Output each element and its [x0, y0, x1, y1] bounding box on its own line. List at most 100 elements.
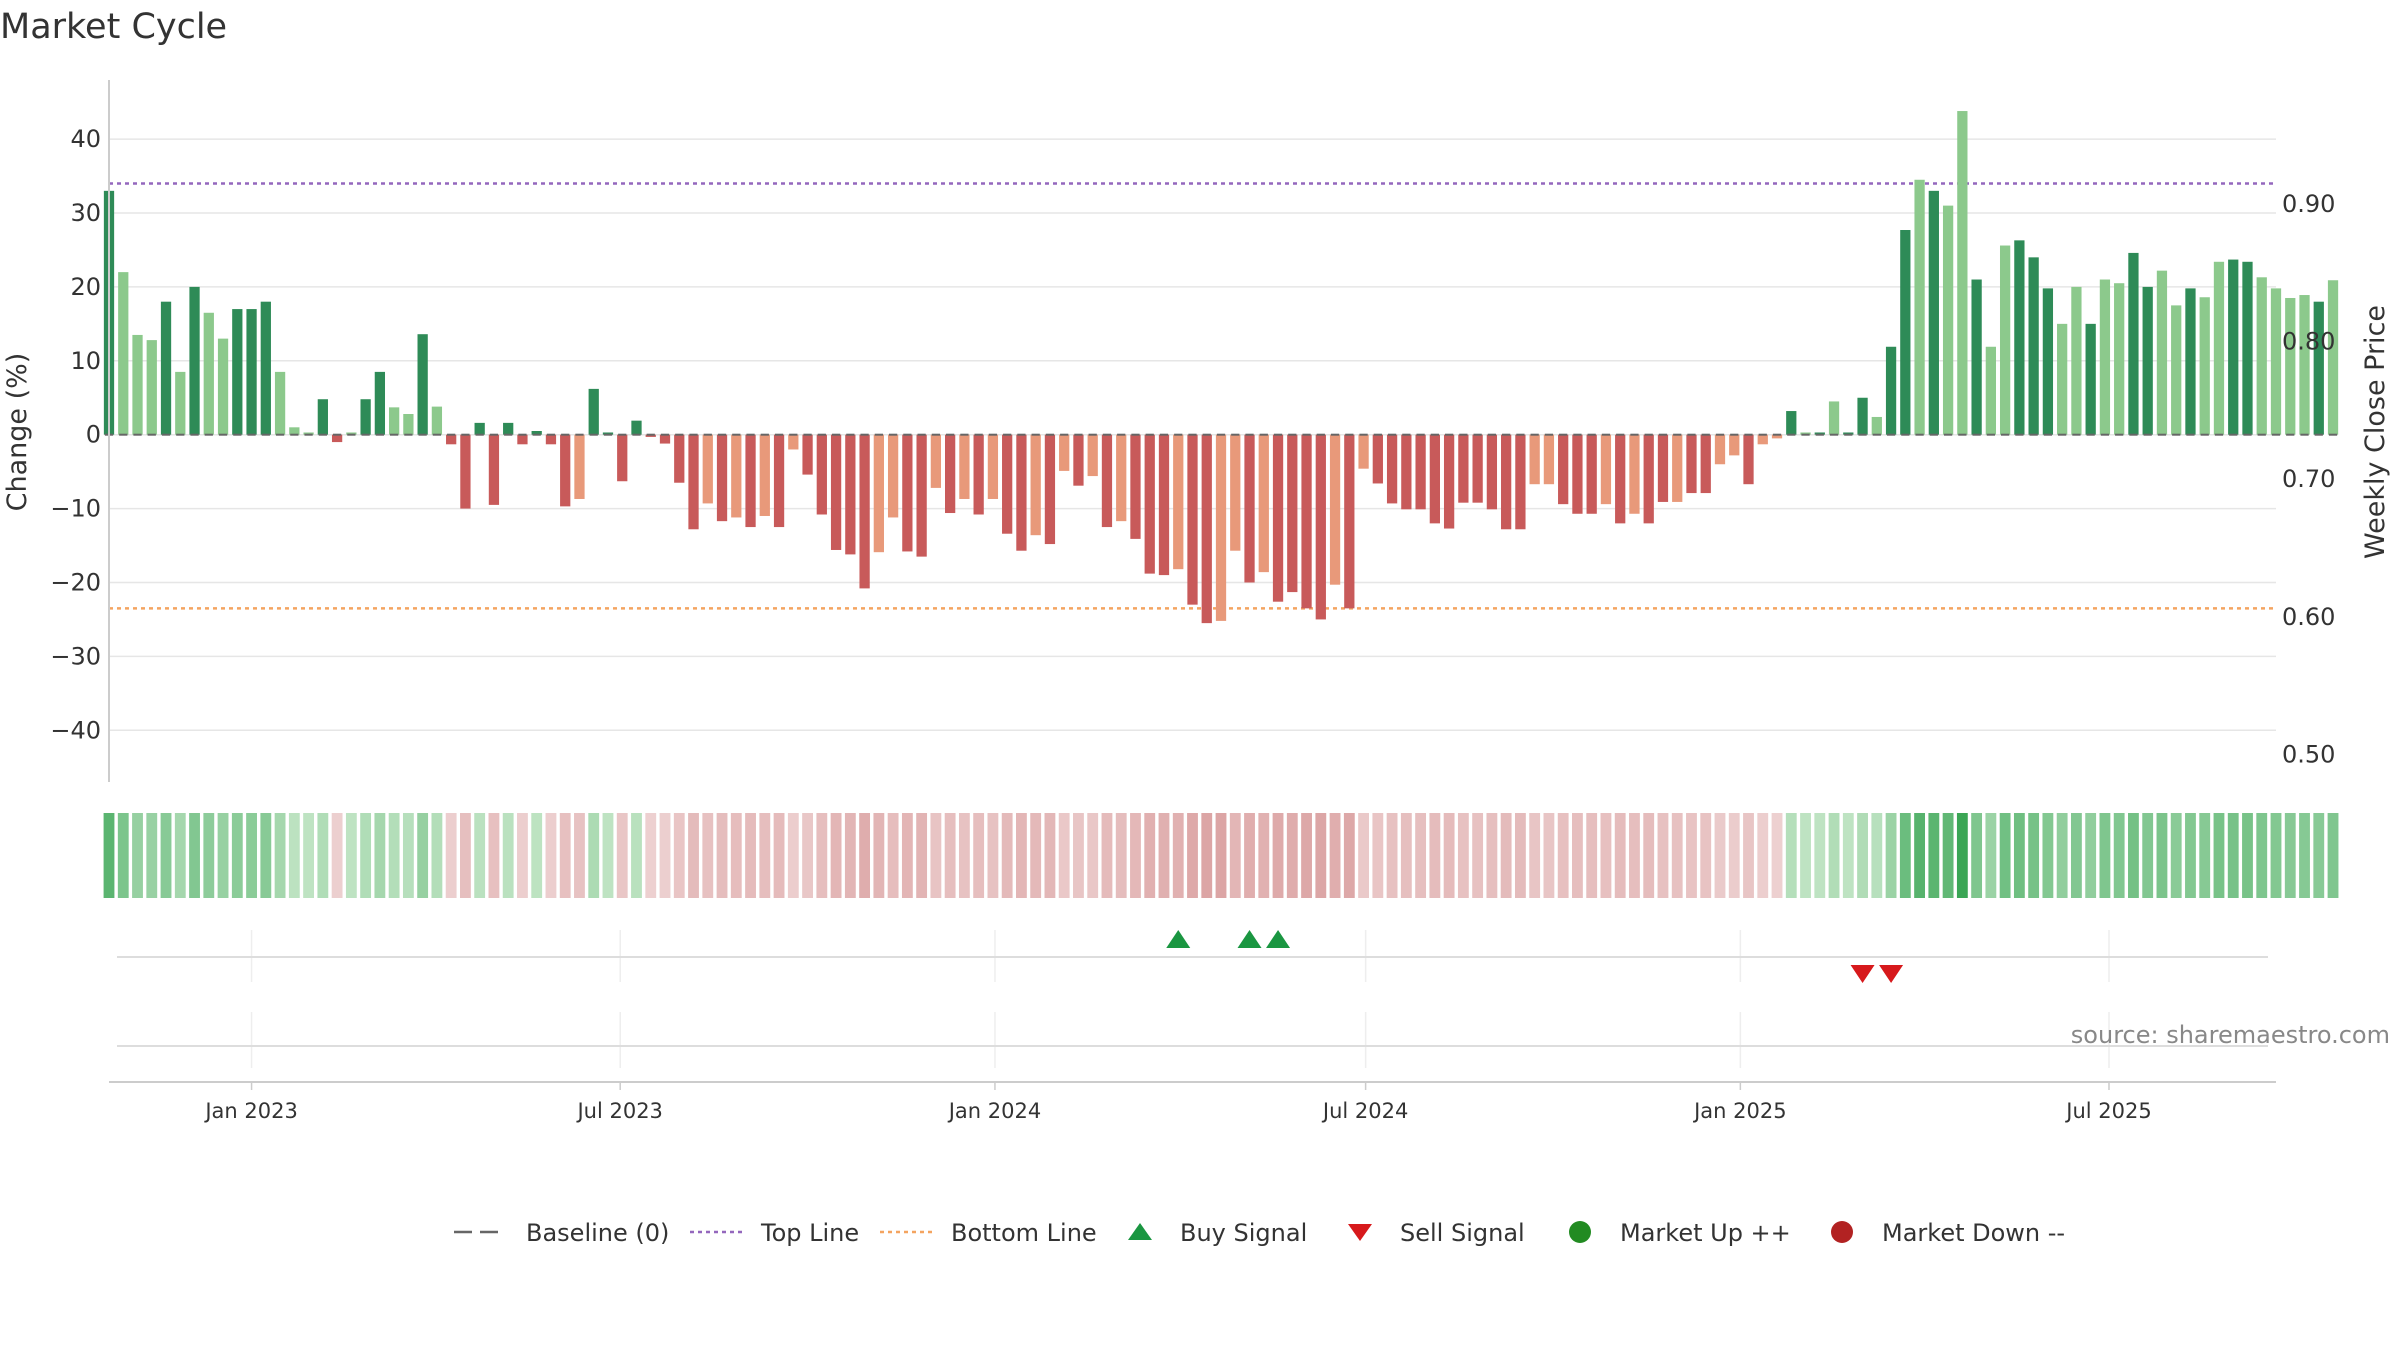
- heat-cell: [1828, 813, 1840, 898]
- heat-cell: [645, 813, 657, 898]
- legend-label: Market Down --: [1882, 1219, 2065, 1247]
- heat-cell: [1671, 813, 1683, 898]
- heat-cell: [916, 813, 928, 898]
- legend-label: Bottom Line: [951, 1219, 1097, 1247]
- heat-cell: [873, 813, 885, 898]
- buy-signal-marker: [1166, 930, 1191, 948]
- change-bar: [887, 434, 899, 518]
- heat-cell: [602, 813, 614, 898]
- heat-cell: [987, 813, 999, 898]
- change-bar: [1885, 346, 1897, 435]
- heat-cell: [374, 813, 386, 898]
- heat-cell: [2199, 813, 2211, 898]
- legend-item-bottom: Bottom Line: [880, 1219, 1097, 1247]
- heat-cell: [288, 813, 300, 898]
- change-bar: [2171, 305, 2182, 435]
- buy-signal-marker: [1266, 930, 1291, 948]
- chart-title: Market Cycle: [0, 7, 227, 47]
- change-bar: [2185, 288, 2196, 435]
- x-tick-label: Jul 2023: [575, 1099, 662, 1123]
- change-bar: [560, 434, 571, 507]
- heat-cell: [1714, 813, 1726, 898]
- change-bar: [2228, 259, 2239, 435]
- heat-cell: [901, 813, 913, 898]
- change-bar: [2199, 297, 2210, 435]
- y-axis-tick-labels: 40 30 20 10 0 −10 −20 −30 −40: [50, 125, 101, 744]
- heat-cell: [1087, 813, 1099, 898]
- change-bar: [545, 434, 557, 445]
- change-bar: [674, 434, 685, 483]
- change-bar: [2313, 301, 2324, 435]
- heat-cell: [1956, 813, 1968, 898]
- heat-cell: [1286, 813, 1298, 898]
- heat-cell: [445, 813, 457, 898]
- y2-tick-label: 0.80: [2282, 328, 2335, 356]
- change-bar: [417, 334, 428, 435]
- heat-cell: [2070, 813, 2082, 898]
- heat-cell: [1486, 813, 1498, 898]
- change-bar: [1957, 111, 1968, 435]
- heat-cell: [1743, 813, 1754, 898]
- change-bar: [1971, 279, 1982, 435]
- change-bar: [446, 434, 457, 445]
- x-tick-label: Jul 2025: [2064, 1099, 2151, 1123]
- buy-signal-marker: [1237, 930, 1262, 948]
- heat-cell: [1329, 813, 1341, 898]
- change-bar: [1914, 179, 1925, 435]
- heat-cell: [659, 813, 671, 898]
- change-bar: [1016, 434, 1027, 551]
- heat-cell: [1814, 813, 1826, 898]
- heat-cell: [2313, 813, 2325, 898]
- heat-cell: [1272, 813, 1284, 898]
- change-bar: [959, 434, 970, 499]
- legend-label: Top Line: [760, 1219, 859, 1247]
- change-bar: [431, 406, 443, 435]
- change-bar: [845, 434, 856, 555]
- heat-cell: [1871, 813, 1883, 898]
- legend-item-top: Top Line: [690, 1219, 859, 1247]
- change-bar: [2057, 323, 2068, 435]
- change-bar: [1857, 397, 1868, 435]
- x-axis-tick-labels: Jan 2023 Jul 2023 Jan 2024 Jul 2024 Jan 2025…: [203, 1082, 2152, 1123]
- change-bar: [930, 434, 942, 488]
- legend-item-up: Market Up ++: [1569, 1219, 1791, 1247]
- heat-cell: [1229, 813, 1241, 898]
- heat-cell: [2028, 813, 2040, 898]
- heat-cell: [1700, 813, 1712, 898]
- heat-cell: [431, 813, 443, 898]
- change-bar: [1771, 434, 1783, 439]
- change-bar: [2028, 257, 2039, 435]
- change-bar: [1843, 432, 1854, 435]
- heat-cell: [1386, 813, 1398, 898]
- heat-cell: [1215, 813, 1227, 898]
- change-bar: [1757, 434, 1768, 445]
- heat-cell: [2299, 813, 2310, 898]
- heat-cell: [830, 813, 842, 898]
- heat-cell: [1999, 813, 2011, 898]
- change-bar: [1586, 434, 1597, 514]
- heat-cell: [2227, 813, 2239, 898]
- change-bar: [1942, 205, 1954, 435]
- y2-tick-label: 0.50: [2282, 740, 2335, 768]
- y2-axis-tick-labels: 0.90 0.80 0.70 0.60 0.50: [2282, 190, 2335, 769]
- y-tick-label: 0: [86, 421, 101, 449]
- change-bar: [945, 434, 956, 514]
- change-bar: [1073, 434, 1084, 486]
- heat-cell: [2185, 813, 2196, 898]
- heat-cell: [2142, 813, 2154, 898]
- change-bar: [2299, 295, 2310, 435]
- change-bar: [2099, 279, 2111, 435]
- heat-cell: [502, 813, 514, 898]
- heat-cell: [1686, 813, 1697, 898]
- heat-cell: [1757, 813, 1769, 898]
- change-bar: [232, 309, 243, 435]
- change-bar: [745, 434, 756, 528]
- heat-cell: [973, 813, 985, 898]
- change-bar: [1558, 434, 1569, 505]
- heat-cell: [673, 813, 685, 898]
- y-tick-label: 30: [70, 199, 101, 227]
- change-bar: [2156, 270, 2168, 435]
- change-bar: [1315, 434, 1326, 620]
- heat-cell: [331, 813, 343, 898]
- heat-cell: [2113, 813, 2125, 898]
